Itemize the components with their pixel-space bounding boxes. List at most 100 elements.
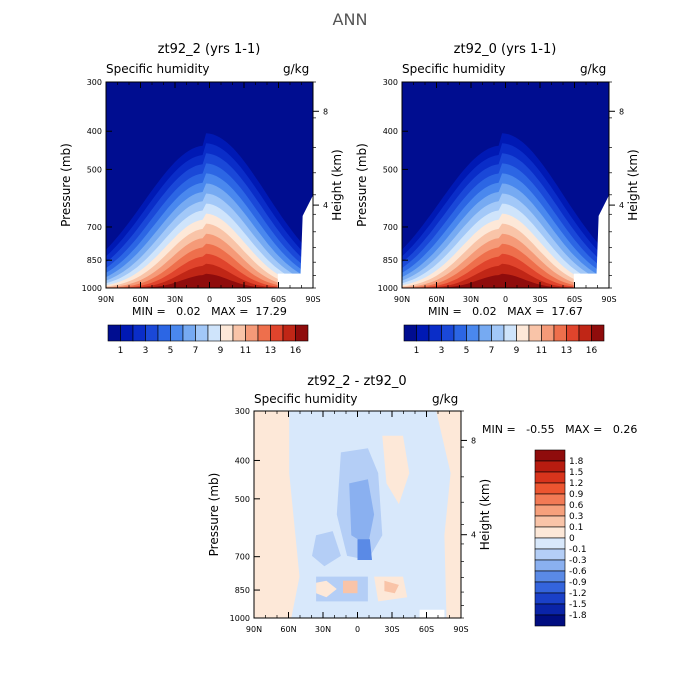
panel3-colorbar-label: -1.2 <box>569 589 587 599</box>
panel3-positive-cell-4 <box>384 580 399 594</box>
panel1-xtick-label: 30S <box>236 295 251 304</box>
panel3-colorbar-box <box>534 614 566 627</box>
panel2-colorbar-box <box>416 324 430 342</box>
panel1-subtitle-left: Specific humidity <box>106 62 210 76</box>
panel3-xtick-label: 60N <box>280 625 296 634</box>
panel3-colorbar-label: -0.1 <box>569 545 587 555</box>
panel3-xtick-label: 0 <box>355 625 360 634</box>
panel2-colorbar-box <box>466 324 480 342</box>
panel3-ylabel: Pressure (mb) <box>207 473 221 557</box>
panel3-colorbar-label: 1.5 <box>569 468 583 478</box>
panel1-contour-level-15 <box>106 273 313 288</box>
panel1-colorbar-box <box>270 324 284 342</box>
panel1-ylabel-right: Height (km) <box>330 149 344 220</box>
panel1-xtick-label: 60S <box>271 295 286 304</box>
panel2-ytick-label: 400 <box>383 127 398 136</box>
panel2-title: zt92_0 (yrs 1-1) <box>453 42 557 57</box>
panel3-subtitle-left: Specific humidity <box>254 392 358 406</box>
panel1-xtick-label: 0 <box>207 295 212 304</box>
panel3-positive-region-north <box>254 411 300 618</box>
panel2-subtitle-left: Specific humidity <box>402 62 506 76</box>
panel2-colorbar-label: 5 <box>464 346 470 356</box>
panel3-xtick-label: 30N <box>315 625 331 634</box>
panel2-colorbar-box <box>591 324 605 342</box>
panel2-xtick-label: 30S <box>532 295 547 304</box>
panel1-colorbar-box <box>195 324 209 342</box>
panel1-xtick-label: 90N <box>98 295 114 304</box>
panel1-ytick-label: 400 <box>87 127 102 136</box>
panel2-right-tick-label: 8 <box>619 107 624 116</box>
panel3-ytick-label: 400 <box>235 456 250 465</box>
panel2-colorbar-label: 13 <box>561 346 572 356</box>
panel1-ytick-label: 850 <box>87 256 102 265</box>
panel1-colorbar-box <box>145 324 159 342</box>
panel3-xtick-label: 90N <box>246 625 262 634</box>
panel1-ytick-label: 700 <box>87 223 102 232</box>
panel2-ytick-label: 1000 <box>378 284 398 293</box>
panel2-colorbar-label: 3 <box>439 346 445 356</box>
panel3-colorbar-box <box>534 493 566 506</box>
panel1-colorbar-box <box>132 324 146 342</box>
panel3-title: zt92_2 - zt92_0 <box>307 374 407 389</box>
panel2-colorbar-box <box>553 324 567 342</box>
panel3-colorbar-box <box>534 482 566 495</box>
panel3-colorbar-box <box>534 548 566 561</box>
panel1-colorbar-box <box>157 324 171 342</box>
panel1-colorbar-box <box>257 324 271 342</box>
panel3-colorbar-label: 0.1 <box>569 523 583 533</box>
panel2-colorbar-box <box>528 324 542 342</box>
panel1-xtick-label: 90S <box>305 295 320 304</box>
panel1-colorbar-label: 3 <box>143 346 149 356</box>
panel3-colorbar-label: -0.6 <box>569 567 587 577</box>
panel2-colorbar-box <box>441 324 455 342</box>
panel1-ytick-label: 500 <box>87 165 102 174</box>
panel2-xtick-label: 60S <box>567 295 582 304</box>
panel3-colorbar-box <box>534 592 566 605</box>
panel2-colorbar-box <box>478 324 492 342</box>
panel1-colorbar-box <box>107 324 121 342</box>
panel1-title: zt92_2 (yrs 1-1) <box>157 42 261 57</box>
panel3-colorbar-box <box>534 504 566 517</box>
panel3-colorbar-box <box>534 449 566 462</box>
panel2-colorbar-label: 16 <box>586 346 598 356</box>
panel2-xtick-label: 90N <box>394 295 410 304</box>
panel2-missing-data <box>573 195 609 288</box>
panel2-colorbar-box <box>516 324 530 342</box>
panel2-colorbar-label: 7 <box>489 346 495 356</box>
panel3-colorbar-box <box>534 526 566 539</box>
panel1-ylabel: Pressure (mb) <box>59 143 73 227</box>
panel3-colorbar-label: 0.6 <box>569 501 584 511</box>
panel2-subtitle-right: g/kg <box>580 62 607 76</box>
panel3-ylabel-right: Height (km) <box>478 479 492 550</box>
panel3-ytick-label: 700 <box>235 553 250 562</box>
panel2-ylabel: Pressure (mb) <box>355 143 369 227</box>
panel2-colorbar-box <box>453 324 467 342</box>
panel3-right-tick-label: 4 <box>471 531 476 540</box>
panel2-contour-level-15 <box>402 273 609 288</box>
panel3-ytick-label: 500 <box>235 495 250 504</box>
panel2-ylabel-right: Height (km) <box>626 149 640 220</box>
panel2-right-tick-label: 4 <box>619 201 624 210</box>
panel3-colorbar-label: 0.3 <box>569 512 583 522</box>
panel2-colorbar-box <box>428 324 442 342</box>
panel2-xtick-label: 60N <box>428 295 444 304</box>
panel3-colorbar-box <box>534 460 566 473</box>
panel3-negative-region-core <box>349 479 375 546</box>
panel1-right-tick-label: 4 <box>323 201 328 210</box>
panel3-colorbar-label: -0.9 <box>569 578 587 588</box>
panel3-colorbar-label: 0 <box>569 534 575 544</box>
panel1-colorbar-label: 1 <box>118 346 124 356</box>
panel3-ytick-label: 300 <box>235 407 250 416</box>
panel1-missing-data <box>277 195 313 288</box>
panel3-xtick-label: 30S <box>384 625 399 634</box>
panel2-colorbar-label: 1 <box>414 346 420 356</box>
panel1-xtick-label: 30N <box>167 295 183 304</box>
panel2-xtick-label: 30N <box>463 295 479 304</box>
panel1-colorbar-label: 16 <box>290 346 302 356</box>
panel3-negative-region-west <box>312 531 341 567</box>
panel1-colorbar-box <box>182 324 196 342</box>
panel3-stats: MIN = -0.55 MAX = 0.26 <box>482 423 638 436</box>
panel1-colorbar-box <box>232 324 246 342</box>
panel2-ytick-label: 300 <box>383 78 398 87</box>
page-title: ANN <box>332 10 368 29</box>
